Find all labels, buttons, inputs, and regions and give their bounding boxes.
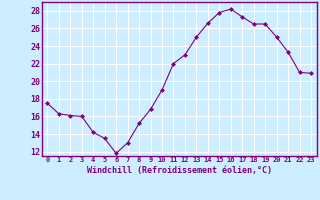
X-axis label: Windchill (Refroidissement éolien,°C): Windchill (Refroidissement éolien,°C) [87, 166, 272, 175]
